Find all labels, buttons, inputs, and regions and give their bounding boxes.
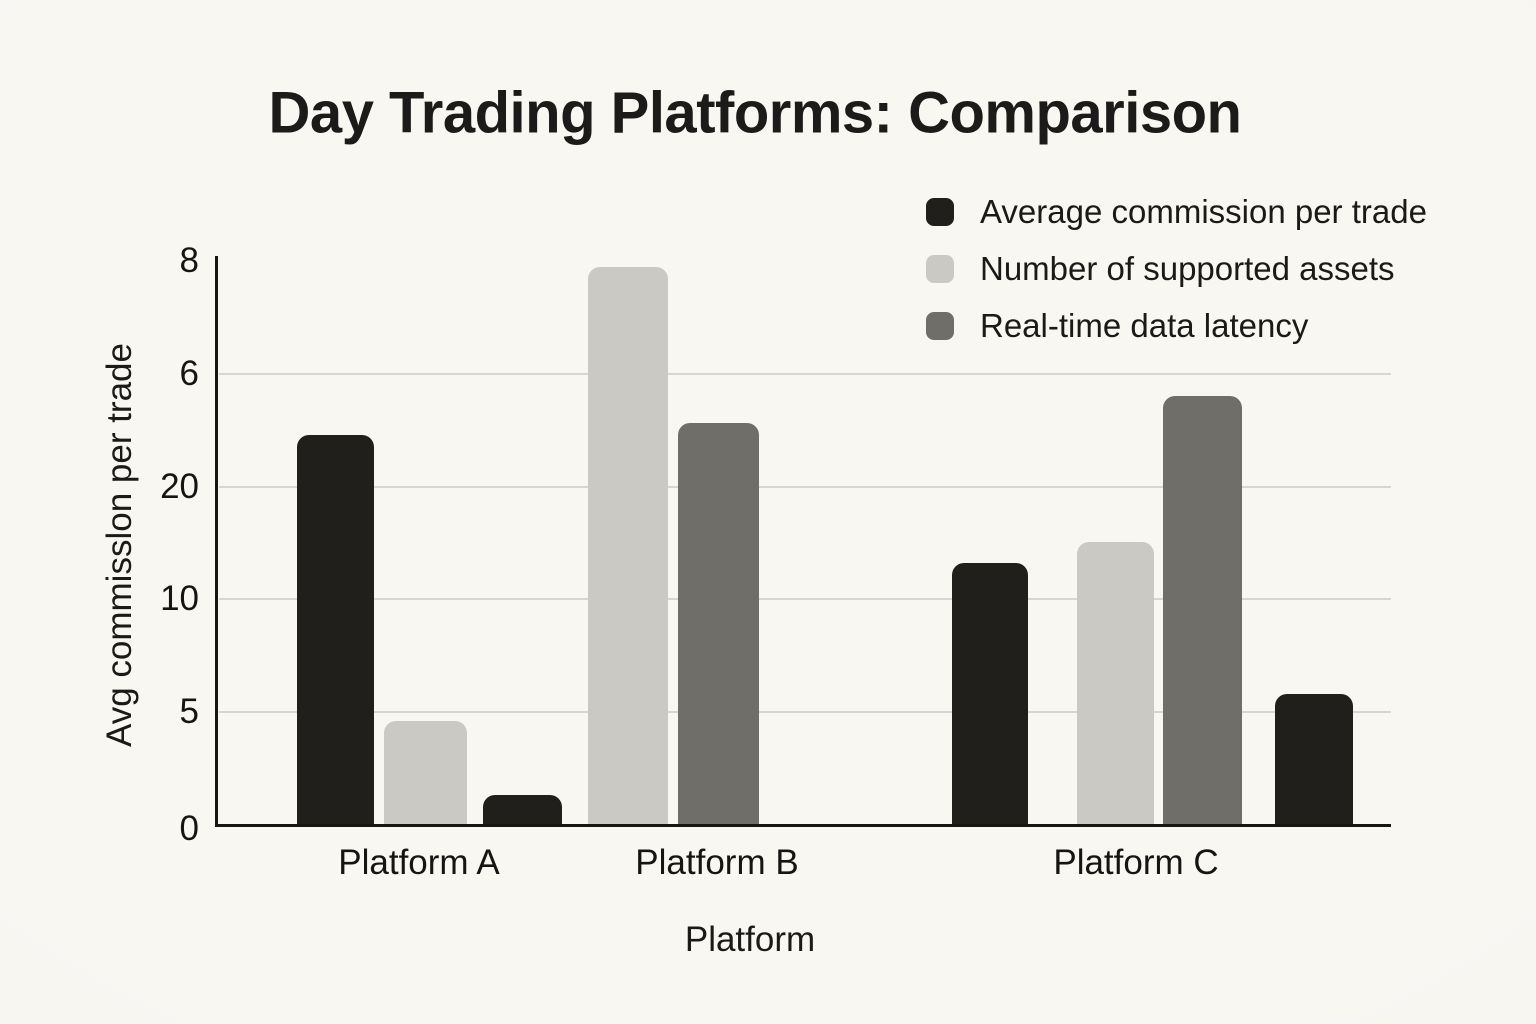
legend: Average commission per trade Number of su… [926,193,1427,344]
legend-label: Average commission per trade [980,193,1427,230]
legend-swatch [926,312,954,340]
bar [678,423,759,825]
bar [1077,542,1154,825]
y-axis-title: Avg commisslon per trade [100,343,139,747]
gridline [219,598,1391,600]
legend-item: Average commission per trade [926,193,1427,230]
legend-label: Number of supported assets [980,250,1395,287]
bar [483,795,562,825]
x-axis-line [215,824,1391,827]
x-axis-category-label: Platform B [635,843,799,882]
bar [1275,694,1353,825]
gridline [219,373,1391,375]
x-axis-category-label: Platform A [338,843,500,882]
legend-item: Real-time data latency [926,307,1427,344]
legend-item: Number of supported assets [926,250,1427,287]
gridline [219,711,1391,713]
bar [384,721,467,825]
y-tick-label: 8 [179,241,199,280]
y-tick-label: 10 [160,579,199,618]
y-tick-label: 5 [179,692,199,731]
x-axis-category-label: Platform C [1053,843,1219,882]
bar [588,267,668,825]
y-tick-label: 6 [179,354,199,393]
legend-swatch [926,255,954,283]
bar [297,435,374,825]
y-tick-label: 20 [160,467,199,506]
legend-swatch [926,198,954,226]
bar [952,563,1028,825]
chart-title: Day Trading Platforms: Comparison [268,80,1242,146]
gridline [219,486,1391,488]
y-axis-line [215,256,218,827]
legend-label: Real-time data latency [980,307,1309,344]
y-tick-label: 0 [179,809,199,848]
x-axis-title: Platform [684,920,816,959]
bar [1163,396,1242,825]
